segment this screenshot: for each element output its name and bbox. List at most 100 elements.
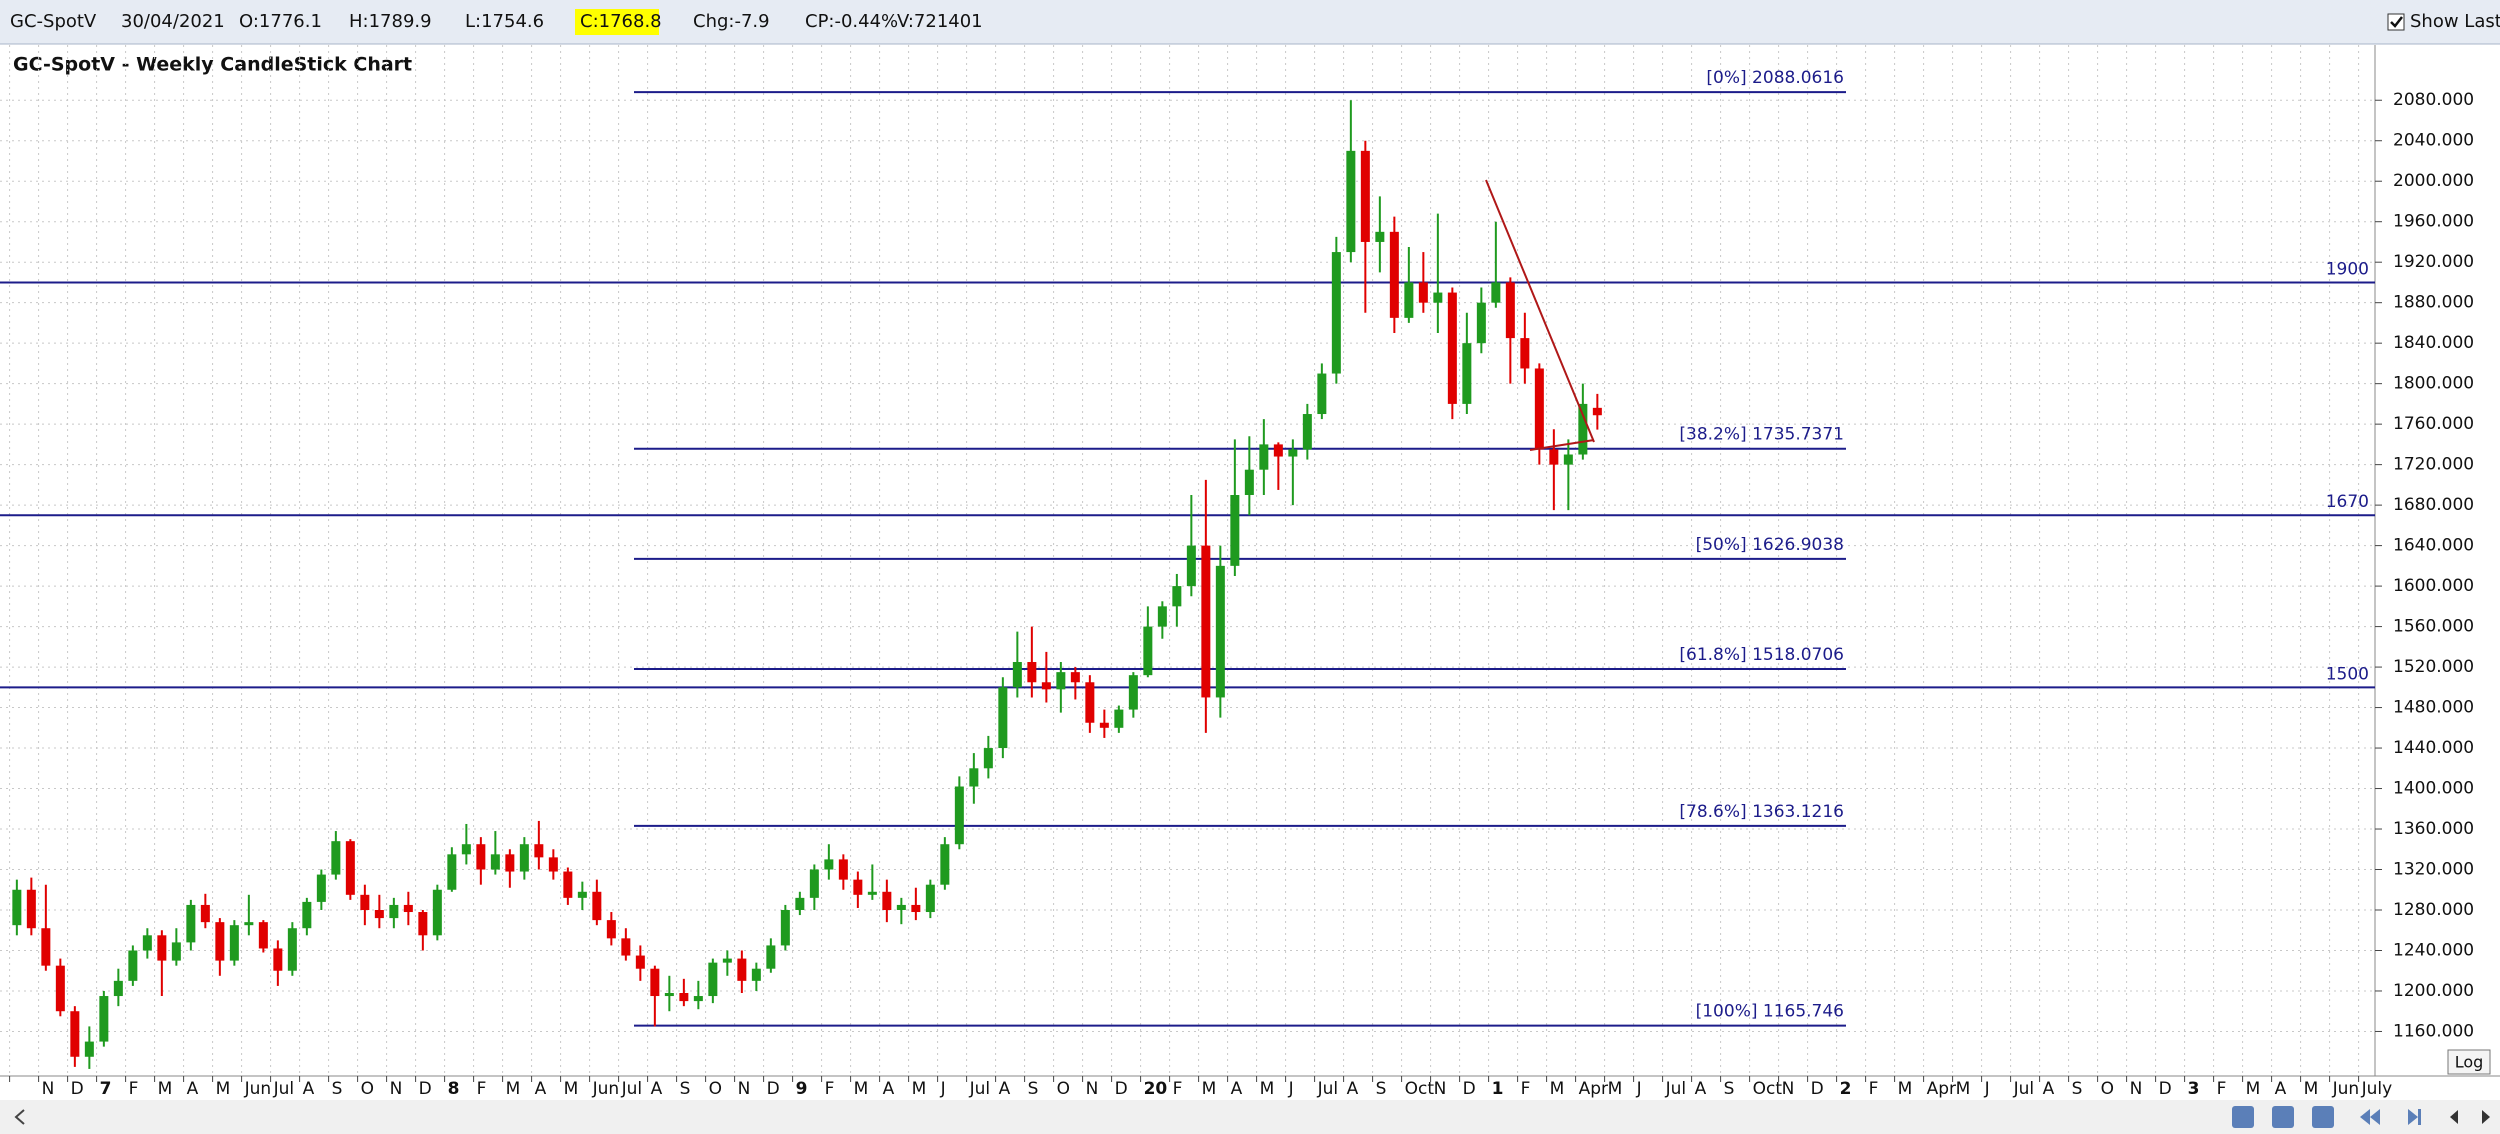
candle-body xyxy=(1491,282,1501,303)
candle-body xyxy=(867,891,877,895)
annotation-lines xyxy=(0,91,2375,1027)
candle-body xyxy=(1462,343,1472,404)
x-tick-label: M xyxy=(1260,1079,1275,1099)
x-tick-label: F xyxy=(129,1079,139,1099)
x-tick-label: Jul xyxy=(2013,1079,2035,1099)
x-tick-label: Jul xyxy=(969,1079,991,1099)
x-tick-label: F xyxy=(477,1079,487,1099)
candle-body xyxy=(12,889,22,926)
candle-body xyxy=(389,904,399,919)
candle-body xyxy=(1027,662,1037,683)
x-tick-label: D xyxy=(71,1079,84,1099)
end-button[interactable] xyxy=(2408,1109,2421,1125)
x-tick-label: M xyxy=(854,1079,869,1099)
x-tick-label: N xyxy=(1782,1079,1795,1099)
x-tick-label: M xyxy=(912,1079,927,1099)
fit-button[interactable] xyxy=(2312,1106,2334,1128)
x-tick-label: A xyxy=(1231,1079,1243,1099)
candle-body xyxy=(55,965,65,1012)
candle-body xyxy=(809,869,819,898)
x-tick-label: 7 xyxy=(100,1079,112,1099)
candle-body xyxy=(1114,709,1124,728)
candle-body xyxy=(1563,454,1573,465)
toolbar xyxy=(0,0,2500,44)
x-tick-label: M xyxy=(216,1079,231,1099)
candle-body xyxy=(316,874,326,902)
candle-body xyxy=(1520,338,1530,369)
x-tick-label: Jun xyxy=(592,1079,620,1099)
candle-body xyxy=(693,996,703,1002)
symbol: GC-SpotV xyxy=(10,11,97,32)
y-tick-label: 1640.000 xyxy=(2393,536,2474,556)
low: L:1754.6 xyxy=(465,11,544,32)
candle-body xyxy=(1404,282,1414,318)
y-tick-label: 1960.000 xyxy=(2393,212,2474,232)
candle-body xyxy=(1578,403,1588,455)
checkmark xyxy=(2390,16,2403,28)
y-tick-label: 1840.000 xyxy=(2393,333,2474,353)
x-tick-label: N xyxy=(2130,1079,2143,1099)
candle-body xyxy=(592,891,602,921)
x-tick-label: J xyxy=(1984,1079,1990,1099)
change-pct: CP:-0.44% xyxy=(805,11,898,32)
candle-body xyxy=(1230,495,1240,566)
scroll-left[interactable] xyxy=(14,1109,25,1125)
candle-body xyxy=(374,910,384,919)
x-tick-label: M xyxy=(2304,1079,2319,1099)
x-tick-label: A xyxy=(2275,1079,2287,1099)
candle-body xyxy=(548,857,558,872)
y-tick-label: 1360.000 xyxy=(2393,819,2474,839)
x-tick-label: F xyxy=(2217,1079,2227,1099)
x-tick-label: Apr xyxy=(1579,1079,1608,1099)
x-tick-label: A xyxy=(2043,1079,2055,1099)
fib-label: [100%] 1165.746 xyxy=(1696,1002,1844,1022)
show-last-checkbox[interactable] xyxy=(2387,13,2405,31)
y-tick-label: 2000.000 xyxy=(2393,171,2474,191)
y-tick-label: 1920.000 xyxy=(2393,252,2474,272)
candle-body xyxy=(1070,672,1080,683)
x-tick-label: F xyxy=(825,1079,835,1099)
candle-body xyxy=(911,904,921,913)
zoom-in-button[interactable] xyxy=(2232,1106,2254,1128)
x-tick-label: O xyxy=(709,1079,722,1099)
fib-label: [50%] 1626.9038 xyxy=(1696,535,1844,555)
candle-body xyxy=(664,993,674,997)
candle-body xyxy=(1331,252,1341,374)
x-tick-label: F xyxy=(1173,1079,1183,1099)
candle-body xyxy=(1418,282,1428,303)
trend-line xyxy=(1485,179,1595,443)
zoom-out-button[interactable] xyxy=(2272,1106,2294,1128)
candle-body xyxy=(186,904,196,943)
candle-body xyxy=(215,922,225,961)
rewind-button[interactable] xyxy=(2360,1109,2380,1125)
candle-body xyxy=(940,844,950,885)
fib-label: [38.2%] 1735.7371 xyxy=(1679,425,1844,445)
candle-body xyxy=(418,912,428,936)
candle-body xyxy=(722,958,732,963)
x-tick-label: D xyxy=(767,1079,780,1099)
y-tick-label: 2080.000 xyxy=(2393,90,2474,110)
x-tick-label: A xyxy=(1695,1079,1707,1099)
scrollbar[interactable] xyxy=(0,1100,2500,1134)
candle-body xyxy=(1085,682,1095,723)
x-tick-label: D xyxy=(1811,1079,1824,1099)
show-last-label[interactable]: Show Last xyxy=(2410,11,2500,32)
step-left[interactable] xyxy=(2450,1110,2458,1124)
x-tick-label: Oct xyxy=(1753,1079,1783,1099)
log-button[interactable] xyxy=(2447,1049,2491,1075)
log-button-label[interactable]: Log xyxy=(2455,1053,2484,1072)
x-tick-label: D xyxy=(1115,1079,1128,1099)
x-tick-label: Jul xyxy=(273,1079,295,1099)
open: O:1776.1 xyxy=(239,11,322,32)
reference-line-label: 1900 xyxy=(2326,259,2369,279)
candle-body xyxy=(461,844,471,855)
y-tick-label: 1880.000 xyxy=(2393,293,2474,313)
x-tick-label: J xyxy=(1288,1079,1294,1099)
x-tick-label: M xyxy=(1898,1079,1913,1099)
x-tick-label: M xyxy=(1608,1079,1623,1099)
x-tick-label: N xyxy=(1086,1079,1099,1099)
step-right[interactable] xyxy=(2482,1110,2490,1124)
candle-body xyxy=(679,993,689,1002)
y-tick-label: 1160.000 xyxy=(2393,1021,2474,1041)
